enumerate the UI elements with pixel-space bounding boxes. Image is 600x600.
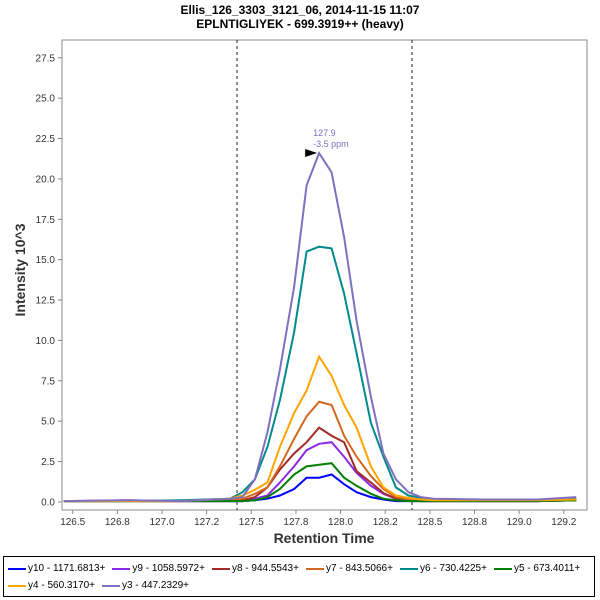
peak-rt-label: 127.9 [313,128,336,138]
peak-marker-arrow-icon [305,149,318,158]
legend-swatch [493,567,512,570]
legend-item[interactable]: y4 - 560.3170+ [8,577,95,594]
y-tick-label: 5.0 [41,417,55,428]
y-tick-label: 20.0 [36,174,56,185]
series-line-y4[interactable] [63,354,577,503]
y-tick-label: 7.5 [41,376,55,387]
legend-label: y8 - 944.5543+ [231,563,299,574]
y-tick-label: 25.0 [36,94,56,105]
x-tick-label: 128.8 [462,517,487,528]
series-line-y5[interactable] [63,462,577,503]
y-tick-label: 15.0 [36,255,56,266]
legend-label: y7 - 843.5066+ [325,563,393,574]
legend-swatch [8,584,26,587]
legend-label: y4 - 560.3170+ [28,580,95,591]
legend-label: y3 - 447.2329+ [122,580,189,591]
plot-area[interactable] [61,39,588,511]
legend-item[interactable]: y9 - 1058.5972+ [112,560,205,577]
legend-swatch [8,567,26,570]
x-tick-label: 128.0 [328,517,353,528]
chart-subtitle: EPLNTIGLIYEK - 699.3919++ (heavy) [196,17,403,31]
x-tick-label: 126.5 [60,517,85,528]
x-axis-label: Retention Time [274,530,375,546]
chart-title: Ellis_126_3303_3121_06, 2014-11-15 11:07 [181,3,420,17]
legend-item[interactable]: y10 - 1171.6813+ [8,560,105,577]
legend-swatch [112,567,131,570]
legend-swatch [211,567,230,570]
y-axis-label: Intensity 10^3 [12,223,28,316]
legend-item[interactable]: y6 - 730.4225+ [399,560,487,577]
legend-swatch [305,567,324,570]
legend-swatch [399,567,418,570]
legend-item[interactable]: y3 - 447.2329+ [102,577,189,594]
y-tick-label: 17.5 [36,215,56,226]
legend-label: y6 - 730.4225+ [419,563,487,574]
x-tick-label: 127.8 [283,517,308,528]
x-tick-label: 126.8 [105,517,130,528]
x-tick-label: 127.2 [194,517,219,528]
peak-ppm-label: -3.5 ppm [313,139,349,149]
y-tick-label: 0.0 [41,497,55,508]
x-tick-label: 127.5 [239,517,264,528]
x-tick-label: 129.2 [551,517,576,528]
legend-label: y5 - 673.4011+ [513,563,581,574]
legend-item[interactable]: y5 - 673.4011+ [493,560,581,577]
legend-label: y9 - 1058.5972+ [132,563,205,574]
x-tick-label: 128.5 [417,517,442,528]
chart-legend: y10 - 1171.6813+ y9 - 1058.5972+ y8 - 944.… [3,556,595,597]
y-tick-label: 10.0 [36,336,56,347]
legend-item[interactable]: y8 - 944.5543+ [211,560,299,577]
x-tick-label: 128.2 [373,517,398,528]
y-tick-label: 2.5 [41,457,55,468]
y-tick-label: 22.5 [36,134,56,145]
y-tick-label: 27.5 [36,53,56,64]
series-line-y3[interactable] [63,150,577,503]
x-tick-label: 129.0 [507,517,532,528]
legend-swatch [102,584,120,587]
legend-label: y10 - 1171.6813+ [28,563,106,574]
legend-item[interactable]: y7 - 843.5066+ [305,560,393,577]
y-tick-label: 12.5 [36,296,56,307]
x-tick-label: 127.0 [149,517,174,528]
